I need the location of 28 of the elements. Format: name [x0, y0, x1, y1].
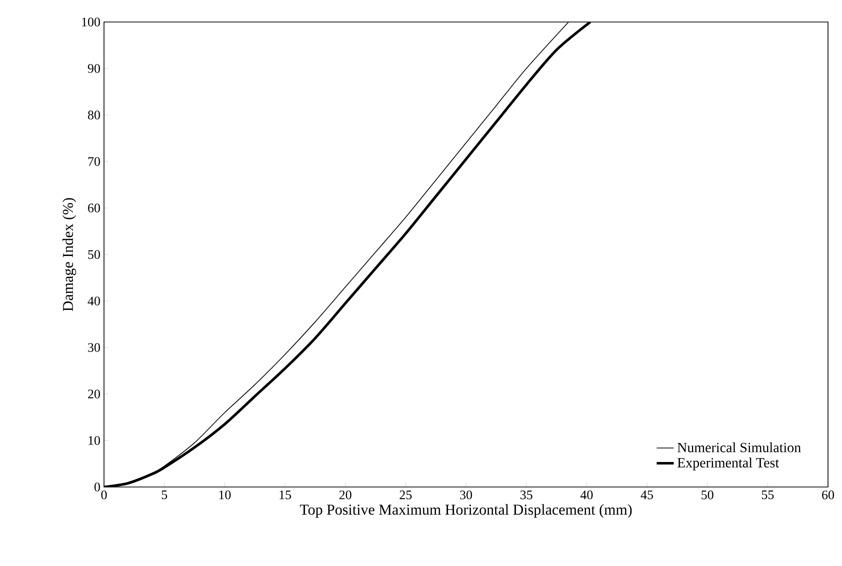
x-tick-label: 60: [822, 490, 834, 500]
x-tick-label: 25: [400, 490, 412, 500]
y-tick-label: 50: [88, 250, 100, 259]
y-tick-label: 100: [82, 18, 100, 26]
x-tick-label: 0: [101, 490, 107, 500]
x-tick-label: 35: [520, 490, 532, 500]
y-tick-label: 30: [88, 343, 100, 352]
x-tick-label: 20: [339, 490, 352, 500]
y-tick-label: 40: [88, 296, 100, 306]
y-tick-label: 20: [88, 390, 100, 398]
x-tick-label: 10: [219, 490, 231, 500]
x-tick-label: 15: [280, 490, 291, 500]
x-axis-title: Top Positive Maximum Horizontal Displacement (mm): [300, 504, 632, 518]
y-tick-label: 0: [94, 482, 100, 492]
x-tick-label: 50: [702, 490, 714, 500]
x-tick-label: 55: [762, 490, 774, 500]
y-axis-title: Damage Index (%): [62, 198, 76, 312]
legend-label: Numerical Simulation: [677, 442, 801, 452]
y-tick-label: 90: [88, 64, 100, 73]
y-tick-label: 60: [88, 204, 100, 212]
y-tick-label: 80: [88, 110, 100, 120]
y-tick-label: 10: [88, 436, 100, 445]
x-tick-label: 45: [640, 490, 653, 500]
x-tick-label: 30: [460, 490, 472, 500]
x-tick-label: 5: [162, 490, 168, 500]
y-tick-label: 70: [88, 157, 100, 166]
x-tick-label: 40: [580, 490, 593, 500]
legend-label: Experimental Test: [677, 458, 780, 470]
